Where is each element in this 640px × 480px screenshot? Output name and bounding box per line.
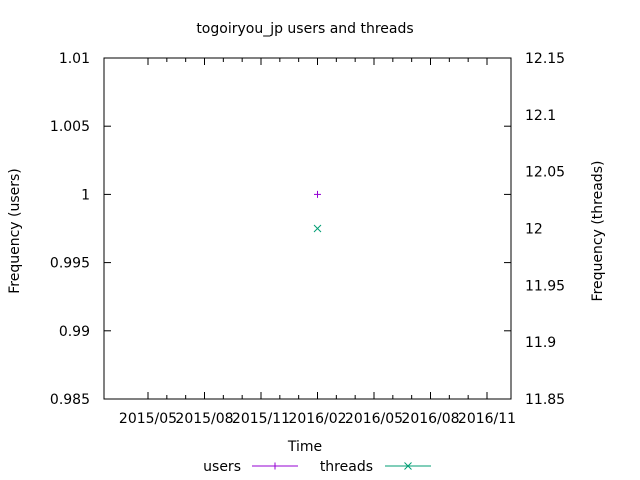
y-axis-label-right: Frequency (threads) <box>590 161 606 302</box>
right-tick-label: 12 <box>525 222 543 238</box>
left-tick-label: 0.99 <box>59 324 90 340</box>
legend-label-threads: threads <box>320 459 373 475</box>
x-tick-label: 2015/08 <box>175 411 233 427</box>
x-tick-label: 2016/02 <box>288 411 346 427</box>
legend-label-users: users <box>203 459 241 475</box>
x-tick-label: 2016/05 <box>345 411 403 427</box>
right-tick-label: 11.95 <box>525 278 565 294</box>
x-tick-label: 2015/11 <box>232 411 290 427</box>
legend-marker-users <box>271 462 279 470</box>
x-tick-label: 2015/05 <box>119 411 177 427</box>
x-tick-label: 2016/08 <box>401 411 459 427</box>
right-tick-label: 12.15 <box>525 51 565 67</box>
right-tick-label: 11.9 <box>525 335 556 351</box>
data-points <box>313 190 322 233</box>
plot-area <box>103 57 512 400</box>
legend-marker-threads <box>404 462 412 470</box>
data-point-users <box>314 190 321 198</box>
x-axis-label: Time <box>287 439 322 455</box>
left-tick-label: 0.985 <box>50 392 90 408</box>
x-axis: 2015/052015/082015/112016/022016/052016/… <box>119 58 516 427</box>
left-tick-label: 1 <box>81 187 90 203</box>
right-tick-label: 11.85 <box>525 392 565 408</box>
right-axis: 11.85 11.9 11.95 12 12.05 12.1 12.15 <box>525 51 565 408</box>
left-tick-label: 1.005 <box>50 119 90 135</box>
data-point-threads <box>313 224 322 233</box>
left-tick-label: 0.995 <box>50 256 90 272</box>
right-tick-label: 12.05 <box>525 165 565 181</box>
chart-title: togoiryou_jp users and threads <box>196 21 413 37</box>
y-axis-label-left: Frequency (users) <box>7 168 23 294</box>
legend: users threads <box>203 459 431 475</box>
left-axis: 0.985 0.99 0.995 1 1.005 1.01 <box>50 51 511 408</box>
x-tick-label: 2016/11 <box>458 411 516 427</box>
right-tick-label: 12.1 <box>525 108 556 124</box>
left-tick-label: 1.01 <box>59 51 90 67</box>
